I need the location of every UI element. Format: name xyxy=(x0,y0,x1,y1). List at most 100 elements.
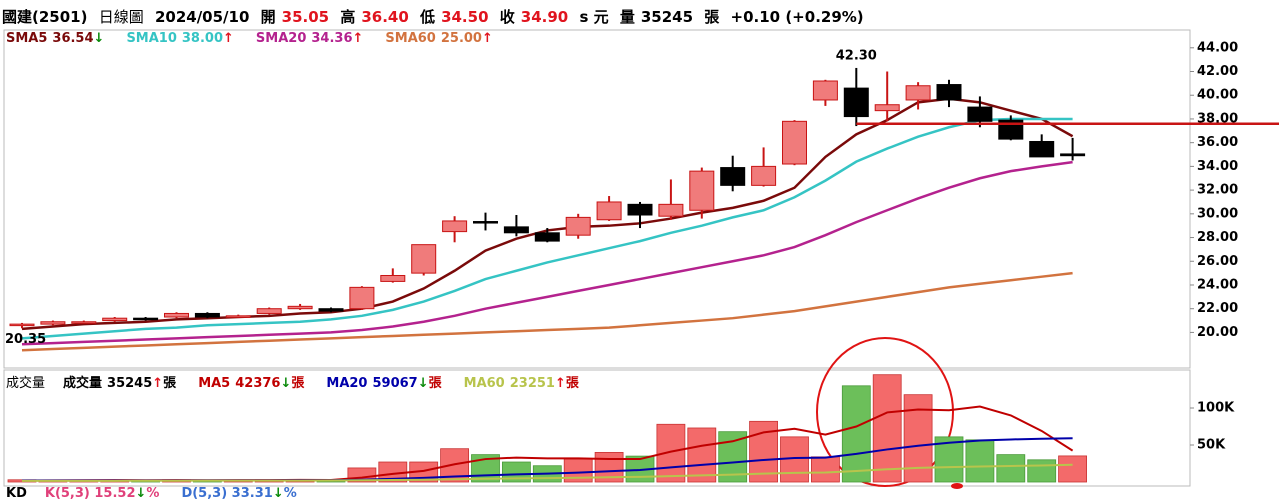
legend-arrow: ↑ xyxy=(352,31,364,46)
period[interactable]: 日線圖 xyxy=(98,8,144,26)
volume-ma-line xyxy=(22,463,1073,482)
legend-name: MA5 xyxy=(198,376,231,391)
candle-body xyxy=(256,308,282,314)
volume-unit: 張 xyxy=(704,8,720,26)
candle-body xyxy=(843,87,869,118)
y-tick-label: 22.00 xyxy=(1197,301,1238,316)
candle-body xyxy=(689,170,715,211)
ma-line xyxy=(21,117,1073,340)
candle-body xyxy=(102,317,128,322)
legend-unit: 張 xyxy=(163,376,177,391)
legend-name: 成交量 xyxy=(63,376,103,391)
legend-value: 36.54 xyxy=(52,31,94,46)
candle-body xyxy=(967,106,993,122)
legend-name: SMA5 xyxy=(6,31,48,46)
candle-body xyxy=(40,321,66,325)
volume-bar xyxy=(841,385,871,483)
legend-unit: 張 xyxy=(428,376,442,391)
candle-body xyxy=(565,216,591,236)
y-tick-label: 36.00 xyxy=(1197,135,1238,150)
candle-body xyxy=(411,244,437,274)
legend-arrow: ↑ xyxy=(152,376,164,391)
candle-body xyxy=(812,80,838,101)
y-tick-label: 42.00 xyxy=(1197,64,1238,79)
ma-line xyxy=(21,271,1073,352)
candle-body xyxy=(225,315,251,318)
legend-arrow: ↑ xyxy=(223,31,234,46)
candle-body xyxy=(133,317,159,321)
volume-bar xyxy=(501,461,531,483)
volume-bar xyxy=(687,427,717,483)
date: 2024/05/10 xyxy=(154,8,250,26)
low-annotation: 20.35 xyxy=(5,332,46,347)
unit: s 元 xyxy=(579,8,609,26)
candle-body xyxy=(442,220,468,233)
legend-name: K(5,3) 15.52 xyxy=(44,486,136,501)
price-frame xyxy=(3,29,1191,369)
legend-arrow: ↓ xyxy=(417,376,429,391)
legend-name: SMA10 xyxy=(126,31,177,46)
volume: 35245 xyxy=(640,8,694,26)
legend-value: 38.00 xyxy=(181,31,224,46)
candle-body xyxy=(164,312,189,318)
candle-body xyxy=(874,104,900,112)
legend-value: 23251 xyxy=(509,376,555,391)
volume-bar xyxy=(1027,459,1057,483)
y-tick-label: 100K xyxy=(1197,401,1235,416)
ma-line xyxy=(21,160,1073,346)
volume-bar xyxy=(1058,455,1087,483)
legend-item: MA20 59067↓張 xyxy=(326,376,441,391)
ma-line xyxy=(21,97,1074,331)
y-tick-label: 34.00 xyxy=(1197,159,1238,174)
legend-item: SMA60 25.00↑ xyxy=(385,31,492,46)
low: 34.50 xyxy=(441,8,489,26)
legend-arrow: ↓ xyxy=(135,486,147,501)
legend-name: SMA20 xyxy=(255,31,307,46)
legend-unit: % xyxy=(283,486,297,501)
candle-body xyxy=(658,203,684,217)
candle-body xyxy=(596,201,622,221)
candle-body xyxy=(627,203,653,216)
marker-dot xyxy=(951,483,963,489)
stock-name: 國建(2501) xyxy=(2,8,88,26)
legend-item: MA5 42376↓張 xyxy=(198,376,304,391)
candle-body xyxy=(534,232,560,242)
kd-legend: KD K(5,3) 15.52↓% D(5,3) 33.31↓% xyxy=(6,486,319,501)
y-tick-label: 30.00 xyxy=(1197,206,1238,221)
candle-body xyxy=(720,167,746,186)
legend-item: 成交量 35245↑張 xyxy=(63,376,176,391)
legend-value: 42376 xyxy=(235,376,281,391)
y-tick-label: 24.00 xyxy=(1197,277,1238,292)
legend-arrow: ↓ xyxy=(280,376,292,391)
close-label: 收 xyxy=(499,8,515,26)
high-annotation: 42.30 xyxy=(836,48,877,63)
legend-item: MA60 23251↑張 xyxy=(464,376,579,391)
legend-name: MA20 xyxy=(326,376,368,391)
candle-body xyxy=(318,308,344,312)
volume-bar xyxy=(965,439,995,483)
legend-unit: 張 xyxy=(291,376,305,391)
panel-title: KD xyxy=(6,486,27,501)
y-tick-label: 20.00 xyxy=(1197,325,1238,340)
legend-arrow: ↑ xyxy=(481,31,493,46)
legend-value: 35245 xyxy=(107,376,153,391)
candle-body xyxy=(1029,140,1055,158)
price-legend: SMA5 36.54↓ SMA10 38.00↑ SMA20 34.36↑ SMA60 25.… xyxy=(6,31,515,46)
candle-body xyxy=(9,323,35,327)
candle-body xyxy=(936,84,962,101)
high-label: 高 xyxy=(340,8,356,26)
legend-value: 34.36 xyxy=(311,31,353,46)
low-label: 低 xyxy=(420,8,436,26)
legend-name: D(5,3) 33.31 xyxy=(181,486,273,501)
legend-item: SMA20 34.36↑ xyxy=(256,31,363,46)
highlight-circle xyxy=(816,337,954,487)
candle-body xyxy=(349,286,375,310)
legend-value: 25.00 xyxy=(440,31,482,46)
volume-legend: 成交量 成交量 35245↑張 MA5 42376↓張 MA20 59067↓張 MA60 23… xyxy=(6,372,601,391)
candle-body xyxy=(782,120,807,165)
legend-item: SMA10 38.00↑ xyxy=(126,31,233,46)
candle-body xyxy=(503,226,529,234)
volume-bar xyxy=(872,374,902,483)
